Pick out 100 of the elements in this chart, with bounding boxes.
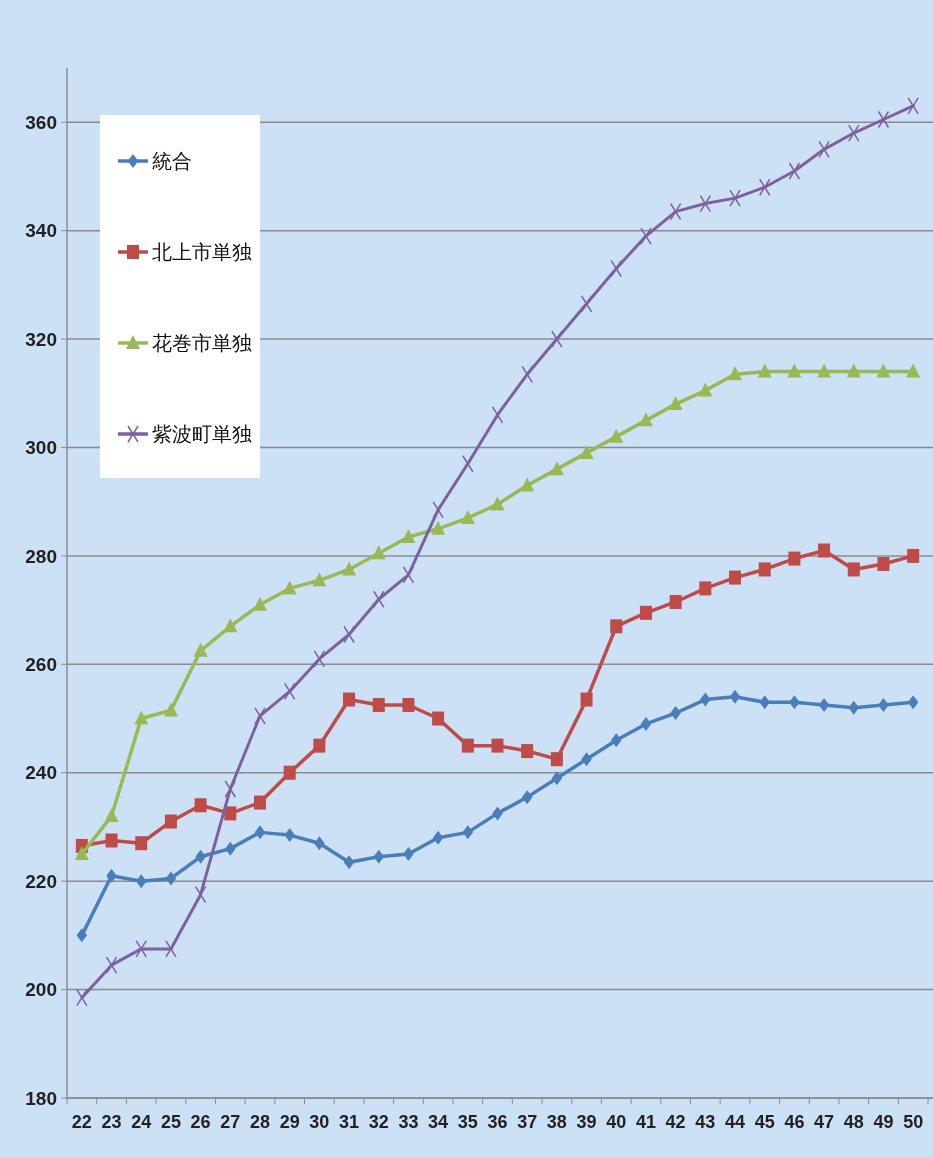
x-tick-label: 29 bbox=[279, 1112, 300, 1132]
x-tick-label: 50 bbox=[903, 1112, 924, 1132]
point bbox=[104, 808, 119, 823]
point bbox=[163, 702, 178, 717]
x-tick-label: 44 bbox=[725, 1112, 746, 1132]
x-tick-label: 42 bbox=[665, 1112, 686, 1132]
point bbox=[225, 841, 236, 856]
point bbox=[492, 806, 503, 821]
x-tick-label: 33 bbox=[398, 1112, 419, 1132]
point bbox=[312, 572, 327, 587]
point bbox=[579, 444, 594, 459]
point bbox=[907, 695, 919, 710]
x-tick-label: 28 bbox=[249, 1112, 270, 1132]
point bbox=[284, 828, 295, 843]
x-tick-label: 31 bbox=[339, 1112, 360, 1132]
point bbox=[580, 295, 593, 313]
point bbox=[759, 695, 770, 710]
point bbox=[877, 557, 890, 572]
x-tick-label: 35 bbox=[457, 1112, 478, 1132]
point bbox=[907, 548, 920, 563]
x-tick-label: 34 bbox=[428, 1112, 449, 1132]
point bbox=[134, 710, 149, 725]
point bbox=[254, 825, 266, 840]
point bbox=[403, 847, 414, 862]
point bbox=[343, 692, 356, 707]
point bbox=[700, 692, 711, 707]
point bbox=[135, 836, 148, 851]
point bbox=[371, 545, 386, 560]
point bbox=[878, 697, 889, 712]
point bbox=[165, 871, 177, 886]
point bbox=[847, 562, 860, 577]
point bbox=[698, 382, 713, 397]
point bbox=[282, 580, 297, 595]
point bbox=[313, 738, 326, 753]
point bbox=[788, 551, 801, 566]
point bbox=[194, 798, 207, 813]
point bbox=[74, 846, 89, 861]
point bbox=[640, 716, 652, 731]
point bbox=[520, 477, 535, 492]
point bbox=[787, 363, 802, 378]
y-tick-label: 240 bbox=[25, 762, 57, 784]
point bbox=[105, 833, 118, 848]
x-tick-label: 37 bbox=[517, 1112, 538, 1132]
point bbox=[252, 596, 267, 611]
point bbox=[314, 836, 325, 851]
point bbox=[638, 412, 653, 427]
point bbox=[342, 561, 357, 576]
point bbox=[432, 711, 445, 726]
point bbox=[670, 706, 681, 721]
y-tick-label: 260 bbox=[25, 653, 57, 675]
point bbox=[401, 528, 416, 543]
point bbox=[758, 562, 771, 577]
point bbox=[550, 752, 563, 767]
y-tick-label: 300 bbox=[25, 437, 57, 459]
legend-label: 統合 bbox=[152, 149, 192, 173]
x-tick-label: 27 bbox=[220, 1112, 241, 1132]
point bbox=[105, 956, 118, 974]
x-tick-label: 48 bbox=[843, 1112, 864, 1132]
point bbox=[551, 771, 563, 786]
x-tick-label: 25 bbox=[160, 1112, 181, 1132]
point bbox=[581, 752, 592, 767]
point bbox=[193, 642, 208, 657]
point bbox=[848, 700, 860, 715]
point bbox=[461, 738, 474, 753]
point bbox=[490, 496, 505, 511]
point bbox=[906, 363, 921, 378]
y-tick-label: 340 bbox=[25, 220, 57, 242]
point bbox=[876, 363, 891, 378]
point bbox=[253, 795, 266, 810]
x-tick-label: 49 bbox=[873, 1112, 894, 1132]
x-tick-label: 24 bbox=[131, 1112, 152, 1132]
point bbox=[460, 509, 475, 524]
point bbox=[224, 780, 237, 798]
x-tick-label: 43 bbox=[695, 1112, 716, 1132]
point bbox=[728, 366, 743, 381]
point bbox=[462, 825, 474, 840]
point bbox=[610, 619, 623, 634]
point bbox=[639, 605, 652, 620]
y-tick-label: 200 bbox=[25, 979, 57, 1001]
point bbox=[609, 428, 624, 443]
x-tick-label: 46 bbox=[784, 1112, 805, 1132]
x-tick-label: 22 bbox=[71, 1112, 92, 1132]
point bbox=[789, 695, 800, 710]
point bbox=[372, 697, 385, 712]
x-tick-label: 30 bbox=[309, 1112, 330, 1132]
point bbox=[402, 566, 415, 584]
point bbox=[106, 868, 117, 883]
point bbox=[611, 733, 622, 748]
x-tick-label: 39 bbox=[576, 1112, 597, 1132]
legend-label: 紫波町単独 bbox=[152, 422, 252, 446]
point bbox=[580, 692, 593, 707]
x-tick-label: 26 bbox=[190, 1112, 211, 1132]
y-tick-label: 220 bbox=[25, 870, 57, 892]
point bbox=[668, 396, 683, 411]
point bbox=[729, 689, 741, 704]
point bbox=[669, 594, 682, 609]
x-tick-label: 40 bbox=[606, 1112, 627, 1132]
point bbox=[521, 790, 533, 805]
point bbox=[76, 928, 88, 943]
x-tick-label: 38 bbox=[546, 1112, 567, 1132]
